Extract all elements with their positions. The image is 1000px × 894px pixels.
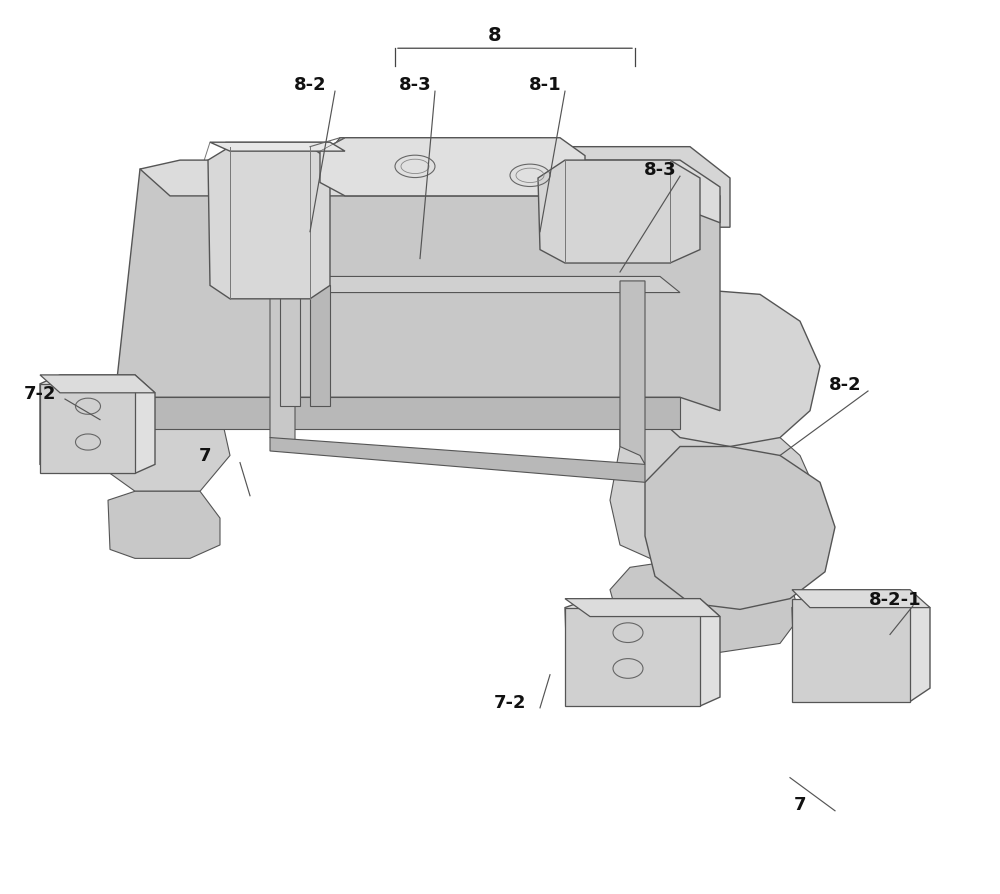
Polygon shape (620, 282, 645, 465)
Polygon shape (210, 143, 345, 152)
Polygon shape (555, 148, 730, 228)
Polygon shape (792, 599, 910, 702)
Polygon shape (792, 590, 930, 608)
Polygon shape (610, 393, 820, 563)
Polygon shape (270, 438, 645, 483)
Polygon shape (643, 286, 820, 447)
Polygon shape (225, 143, 330, 215)
Polygon shape (115, 170, 720, 411)
Polygon shape (565, 608, 700, 706)
Text: 8: 8 (488, 26, 502, 46)
Polygon shape (792, 590, 930, 702)
Text: 8-2: 8-2 (294, 76, 326, 94)
Text: 8-2-1: 8-2-1 (869, 590, 921, 608)
Text: 7-2: 7-2 (24, 384, 56, 402)
Polygon shape (565, 599, 720, 617)
Text: 8-3: 8-3 (399, 76, 431, 94)
Polygon shape (280, 286, 300, 407)
Polygon shape (140, 398, 680, 429)
Text: 8-3: 8-3 (644, 161, 676, 179)
Polygon shape (108, 492, 220, 559)
Polygon shape (108, 393, 230, 492)
Polygon shape (40, 384, 135, 474)
Polygon shape (320, 139, 585, 206)
Text: 7: 7 (199, 447, 211, 465)
Polygon shape (645, 447, 835, 610)
Polygon shape (300, 139, 580, 219)
Polygon shape (208, 148, 330, 299)
Polygon shape (310, 286, 330, 407)
Polygon shape (565, 599, 720, 706)
Text: 7: 7 (794, 796, 806, 814)
Polygon shape (270, 282, 295, 447)
Polygon shape (140, 161, 720, 224)
Polygon shape (225, 143, 330, 215)
Polygon shape (280, 277, 680, 293)
Polygon shape (40, 375, 155, 474)
Polygon shape (610, 563, 800, 653)
Text: 7-2: 7-2 (494, 693, 526, 711)
Text: 8-1: 8-1 (529, 76, 561, 94)
Text: 8-2: 8-2 (829, 375, 861, 393)
Polygon shape (538, 161, 700, 264)
Polygon shape (200, 152, 680, 224)
Polygon shape (40, 375, 155, 393)
